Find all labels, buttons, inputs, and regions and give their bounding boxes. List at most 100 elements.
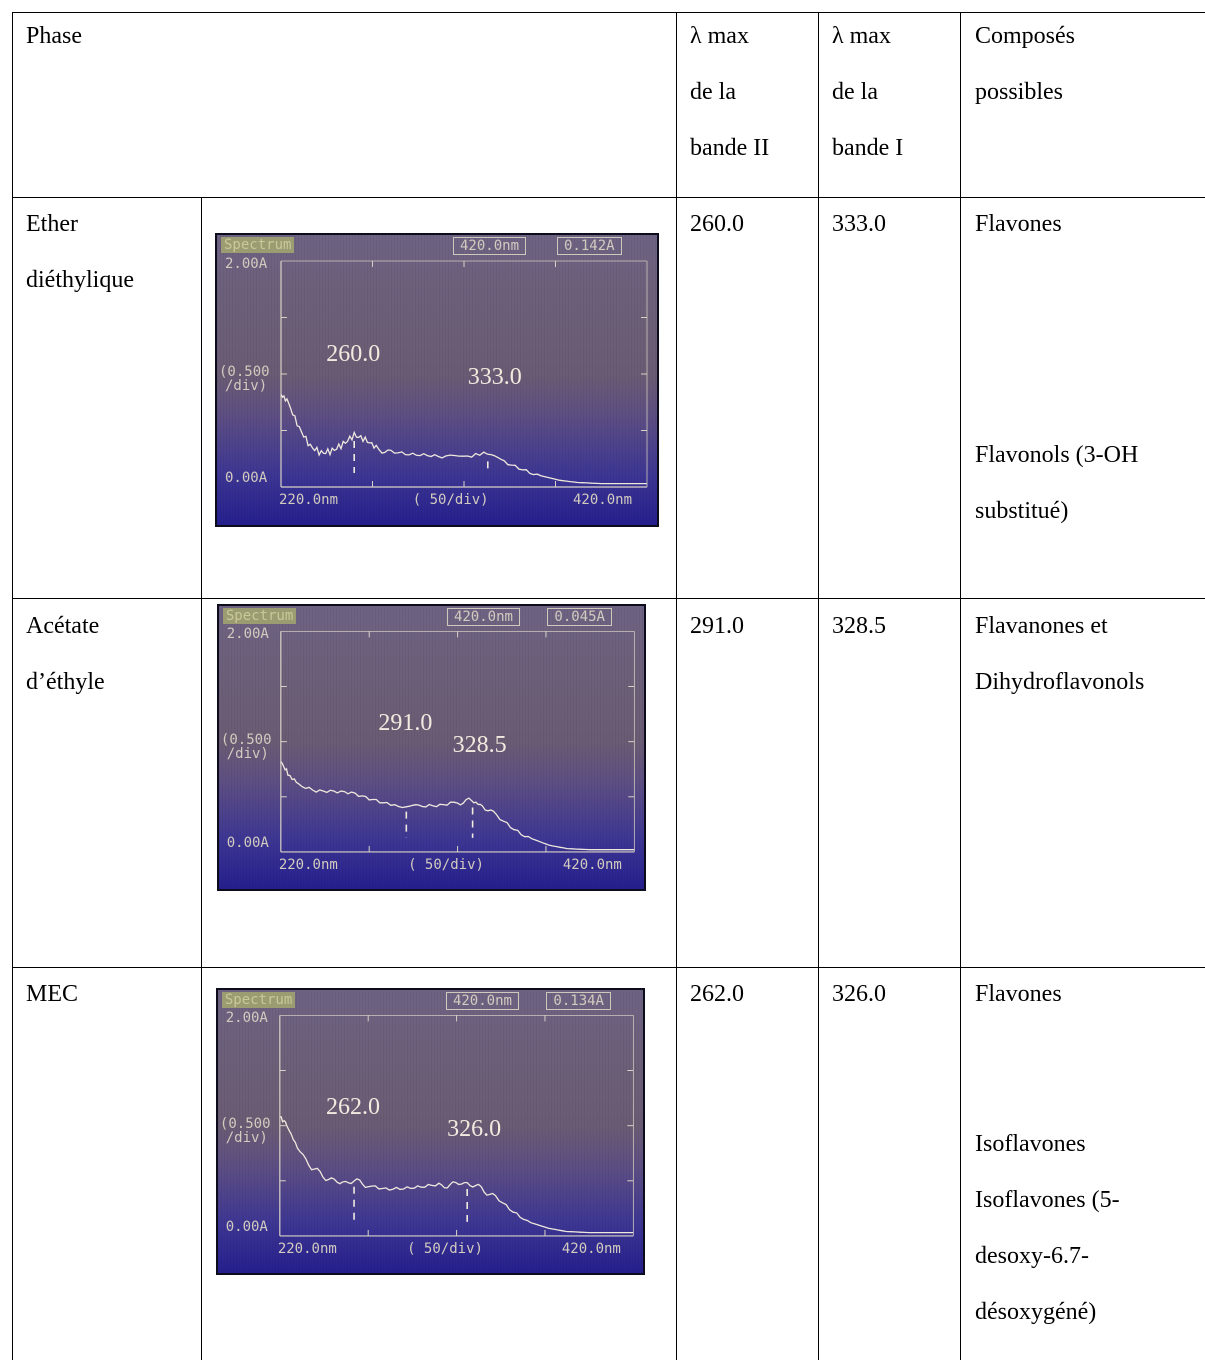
- row-1-compounds-bottom: Flavonols (3-OH substitué): [975, 423, 1138, 539]
- compound-line: substitué): [975, 498, 1069, 524]
- row-divider: [12, 598, 1205, 599]
- row-1-phase: Ether diéthylique: [26, 192, 134, 308]
- header-phase: Phase: [26, 4, 82, 64]
- phase-line: d’éthyle: [26, 669, 105, 695]
- header-phase-label: Phase: [26, 23, 82, 49]
- x-axis-division-label: ( 50/div): [412, 492, 489, 508]
- y-axis-top-label: 2.00A: [225, 256, 268, 272]
- header-band1-line: λ max: [832, 23, 891, 49]
- spectrum-title: Spectrum: [222, 607, 297, 624]
- y-axis-top-label: 2.00A: [226, 626, 269, 643]
- uv-spectrum-photo-ethyl-acetate: Spectrum 420.0nm 0.045A 2.00A (0.500/div) 0.0…: [217, 604, 646, 891]
- cursor-wavelength-readout: 420.0nm: [446, 607, 520, 626]
- absorbance-readout: 0.045A: [547, 607, 612, 626]
- header-band2-line: λ max: [690, 23, 749, 49]
- phase-line: Ether: [26, 211, 78, 237]
- header-compounds-line: possibles: [975, 79, 1064, 105]
- y-axis-zero-label: 0.00A: [226, 834, 269, 851]
- row-divider: [12, 197, 1205, 198]
- absorbance-readout: 0.134A: [546, 991, 611, 1010]
- header-band2-line: bande II: [690, 135, 770, 161]
- row-divider: [12, 967, 1205, 968]
- row-3-compounds-top: Flavones: [975, 962, 1062, 1022]
- table-border-left: [12, 12, 13, 1360]
- y-axis-zero-label: 0.00A: [225, 470, 268, 486]
- y-axis-division-label: (0.500: [219, 363, 270, 380]
- row-3-band2: 262.0: [690, 962, 744, 1022]
- x-axis-start-label: 220.0nm: [277, 1240, 337, 1257]
- x-axis-start-label: 220.0nm: [278, 856, 338, 873]
- flavonoid-phase-table: [12, 12, 1205, 1360]
- compound-line: Flavones: [975, 981, 1062, 1007]
- phase-line: MEC: [26, 981, 79, 1007]
- row-1-compounds-top: Flavones: [975, 192, 1062, 252]
- y-axis-division-label: /div): [226, 745, 269, 762]
- row-1-band1: 333.0: [832, 192, 886, 252]
- peak-label-band-2: 291.0: [378, 709, 433, 736]
- header-band2-line: de la: [690, 79, 736, 105]
- compound-line: Flavanones et: [975, 613, 1108, 639]
- band1-value: 326.0: [832, 981, 886, 1007]
- band2-value: 262.0: [690, 981, 744, 1007]
- column-divider: [960, 12, 961, 1360]
- table-border-top: [12, 12, 1205, 13]
- x-axis-start-label: 220.0nm: [279, 492, 339, 508]
- uv-spectrum-photo-mec: Spectrum 420.0nm 0.134A 2.00A (0.500/div) 0.0…: [216, 988, 645, 1275]
- compound-line: Flavonols (3-OH: [975, 442, 1139, 468]
- uv-spectrum-photo-ether: Spectrum 420.0nm 0.142A 2.00A (0.500/div) 0.0…: [215, 233, 659, 527]
- phase-line: diéthylique: [26, 267, 134, 293]
- header-compounds: Composés possibles: [975, 4, 1075, 120]
- y-axis-division-label: /div): [225, 1129, 268, 1146]
- row-1-band2: 260.0: [690, 192, 744, 252]
- absorbance-readout: 0.142A: [557, 237, 622, 255]
- column-divider: [676, 12, 677, 1360]
- band2-value: 260.0: [690, 211, 744, 237]
- compound-line: désoxygéné): [975, 1299, 1097, 1325]
- y-axis-division-label: /div): [225, 377, 268, 394]
- peak-label-band-1: 333.0: [467, 363, 522, 390]
- y-axis-top-label: 2.00A: [225, 1010, 268, 1027]
- header-band1-line: bande I: [832, 135, 904, 161]
- x-axis-end-label: 420.0nm: [562, 856, 622, 873]
- compound-line: Isoflavones (5-: [975, 1187, 1120, 1213]
- band1-value: 333.0: [832, 211, 886, 237]
- compound-line: desoxy-6.7-: [975, 1243, 1089, 1269]
- y-axis-zero-label: 0.00A: [225, 1218, 268, 1235]
- x-axis-division-label: ( 50/div): [408, 856, 484, 873]
- peak-label-band-2: 262.0: [326, 1093, 381, 1120]
- spectrum-title: Spectrum: [221, 991, 296, 1008]
- column-divider: [818, 12, 819, 1360]
- y-axis-division-label: (0.500: [220, 731, 272, 748]
- spectrum-title: Spectrum: [221, 237, 295, 253]
- peak-label-band-1: 326.0: [447, 1115, 502, 1142]
- row-2-compounds-top: Flavanones et Dihydroflavonols: [975, 594, 1144, 710]
- row-3-phase: MEC: [26, 962, 78, 1022]
- absorbance-trace: [280, 761, 635, 851]
- cursor-wavelength-readout: 420.0nm: [445, 991, 519, 1010]
- column-divider: [201, 198, 202, 1360]
- row-2-band2: 291.0: [690, 594, 744, 654]
- band2-value: 291.0: [690, 613, 744, 639]
- header-compounds-line: Composés: [975, 23, 1076, 49]
- band1-value: 328.5: [832, 613, 886, 639]
- row-2-band1: 328.5: [832, 594, 886, 654]
- compound-line: Flavones: [975, 211, 1062, 237]
- absorbance-trace: [279, 1116, 634, 1234]
- row-3-compounds-bottom: Isoflavones Isoflavones (5- desoxy-6.7- …: [975, 1112, 1120, 1340]
- spectrum-plot: [280, 630, 635, 853]
- compound-line: Isoflavones: [975, 1131, 1086, 1157]
- header-band1: λ max de la bande I: [832, 4, 903, 176]
- row-2-phase: Acétate d’éthyle: [26, 594, 105, 710]
- spectrum-plot: [280, 260, 648, 488]
- x-axis-end-label: 420.0nm: [573, 492, 633, 508]
- peak-label-band-1: 328.5: [452, 731, 507, 758]
- x-axis-end-label: 420.0nm: [561, 1240, 621, 1257]
- peak-label-band-2: 260.0: [326, 341, 381, 368]
- cursor-wavelength-readout: 420.0nm: [453, 237, 527, 255]
- absorbance-trace: [280, 394, 647, 485]
- header-band1-line: de la: [832, 79, 878, 105]
- spectrum-plot: [279, 1014, 634, 1237]
- compound-line: Dihydroflavonols: [975, 669, 1145, 695]
- x-axis-division-label: ( 50/div): [407, 1240, 483, 1257]
- row-3-band1: 326.0: [832, 962, 886, 1022]
